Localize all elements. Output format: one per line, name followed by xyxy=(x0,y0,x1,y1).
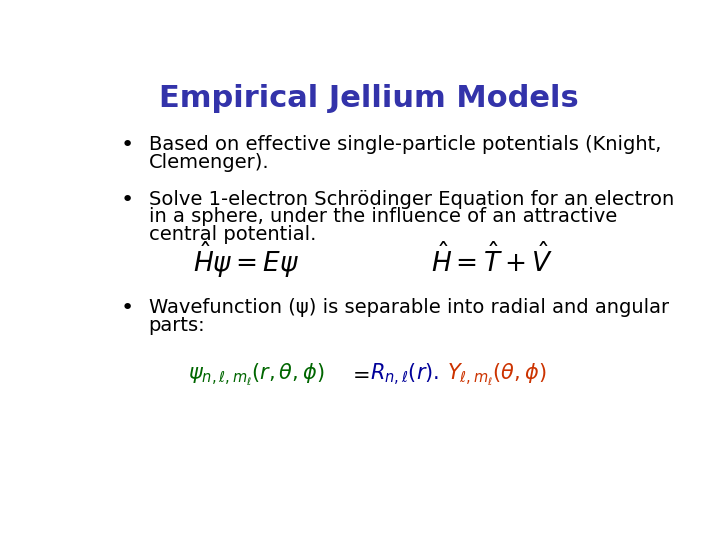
Text: •: • xyxy=(121,190,134,210)
Text: $R_{n,\ell}(r).$: $R_{n,\ell}(r).$ xyxy=(370,361,439,388)
Text: Based on effective single-particle potentials (Knight,: Based on effective single-particle poten… xyxy=(148,136,661,154)
Text: Empirical Jellium Models: Empirical Jellium Models xyxy=(159,84,579,112)
Text: Solve 1-electron Schrödinger Equation for an electron: Solve 1-electron Schrödinger Equation fo… xyxy=(148,190,674,208)
Text: •: • xyxy=(121,136,134,156)
Text: in a sphere, under the influence of an attractive: in a sphere, under the influence of an a… xyxy=(148,207,617,226)
Text: $\hat{H}\psi = E\psi$: $\hat{H}\psi = E\psi$ xyxy=(193,240,300,280)
Text: $Y_{\ell,m_\ell}(\theta,\phi)$: $Y_{\ell,m_\ell}(\theta,\phi)$ xyxy=(447,361,546,388)
Text: Wavefunction (ψ) is separable into radial and angular: Wavefunction (ψ) is separable into radia… xyxy=(148,298,669,316)
Text: •: • xyxy=(121,298,134,318)
Text: central potential.: central potential. xyxy=(148,225,316,244)
Text: parts:: parts: xyxy=(148,315,205,334)
Text: $\psi_{n,\ell,m_\ell}(r,\theta,\phi)$: $\psi_{n,\ell,m_\ell}(r,\theta,\phi)$ xyxy=(188,361,324,388)
Text: Clemenger).: Clemenger). xyxy=(148,153,269,172)
Text: $=$: $=$ xyxy=(348,365,370,384)
Text: $\hat{H} = \hat{T} + \hat{V}$: $\hat{H} = \hat{T} + \hat{V}$ xyxy=(431,243,553,278)
